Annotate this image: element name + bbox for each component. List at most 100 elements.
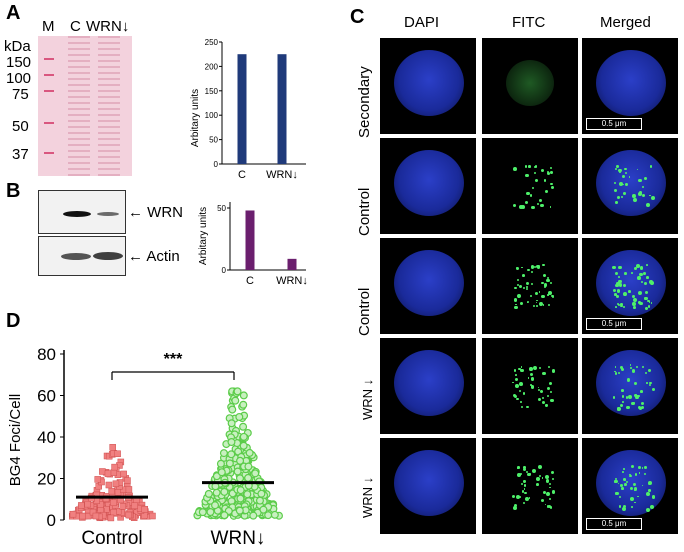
data-point-wrn (239, 400, 248, 409)
foci-dot (518, 205, 523, 209)
foci-dot (617, 195, 621, 199)
foci-dot (526, 288, 529, 291)
foci-dot (648, 369, 652, 373)
foci-dot (530, 385, 535, 389)
column-label-dapi: DAPI (404, 14, 440, 31)
data-point-wrn (211, 501, 220, 510)
foci-dot (644, 307, 648, 311)
foci-dot (521, 482, 524, 485)
foci-dot (628, 395, 632, 399)
foci-dot (644, 290, 648, 295)
foci-dot (614, 372, 618, 376)
foci-dot (632, 369, 636, 373)
foci-dot (551, 294, 554, 298)
foci-dot (515, 384, 519, 388)
foci-dot (547, 276, 550, 280)
chart-d-xlabel-1: WRN↓ (211, 528, 266, 549)
foci-dot (624, 167, 627, 170)
foci-dot (546, 387, 551, 391)
faint-fitc-signal (506, 60, 554, 106)
foci-dot (516, 278, 519, 281)
foci-dot (541, 294, 545, 298)
row-label-control-1: Control (356, 187, 373, 236)
foci-dot (643, 272, 646, 275)
foci-dot (641, 365, 645, 369)
data-point-control (79, 512, 86, 520)
data-point-wrn (236, 494, 245, 503)
protein-ladder (44, 36, 54, 176)
micrograph-r4-c1 (482, 438, 578, 534)
foci-dot (542, 491, 546, 495)
foci-dot (618, 265, 622, 270)
foci-dot (542, 273, 546, 278)
foci-dot (536, 305, 538, 308)
foci-dot (550, 182, 553, 186)
foci-dot (630, 487, 633, 490)
chart-d-ytick: 60 (37, 387, 56, 406)
foci-dot (531, 205, 535, 210)
foci-dot (638, 472, 641, 474)
marker-100: 100 (6, 70, 32, 87)
foci-dot (639, 265, 644, 270)
foci-dot (543, 286, 546, 289)
chart-d-xlabel-0: Control (81, 528, 142, 549)
foci-dot (521, 205, 525, 209)
chart-b-bar-0 (245, 210, 255, 270)
nucleus (596, 350, 666, 416)
foci-dot (516, 283, 520, 286)
foci-dot (622, 401, 624, 404)
foci-dot (644, 371, 648, 375)
foci-dot (526, 301, 529, 304)
data-point-wrn (228, 405, 237, 414)
foci-dot (551, 490, 556, 494)
foci-dot (630, 496, 635, 501)
foci-dot (634, 395, 639, 399)
foci-dot (638, 406, 642, 410)
marker-37: 37 (12, 146, 29, 163)
foci-dot (647, 299, 650, 303)
foci-dot (525, 497, 530, 501)
foci-dot (513, 395, 517, 399)
foci-dot (639, 272, 643, 276)
foci-dot (544, 503, 547, 506)
foci-dot (547, 171, 551, 175)
foci-dot (527, 377, 530, 379)
marker-50: 50 (12, 118, 29, 135)
foci-dot (513, 166, 517, 171)
scale-bar: 0.5 μm (586, 518, 642, 530)
foci-dot (623, 192, 626, 195)
data-point-control (110, 469, 117, 476)
nucleus (596, 50, 666, 116)
data-point-wrn (235, 412, 244, 421)
data-point-control (107, 514, 115, 522)
foci-dot (521, 489, 525, 493)
foci-dot (644, 473, 647, 476)
foci-dot (641, 185, 644, 188)
foci-dot (521, 266, 523, 269)
foci-dot (619, 365, 623, 369)
foci-dot (550, 281, 553, 284)
significance-stars: *** (164, 351, 183, 368)
foci-dot (648, 194, 651, 197)
foci-dot (514, 305, 518, 310)
foci-dot (624, 172, 627, 175)
data-point-control (120, 470, 127, 478)
marker-75: 75 (12, 86, 29, 103)
foci-dot (519, 496, 521, 499)
foci-dot (523, 286, 526, 289)
data-point-wrn (257, 489, 266, 498)
foci-dot (649, 165, 653, 169)
micrograph-r4-c2: 0.5 μm (582, 438, 678, 534)
foci-dot (617, 482, 620, 485)
foci-dot (549, 166, 553, 169)
foci-dot (539, 367, 542, 370)
foci-dot (549, 497, 552, 500)
foci-dot (628, 473, 631, 476)
data-point-wrn (244, 473, 253, 482)
foci-dot (537, 265, 541, 269)
chart-b-bar-1 (287, 258, 297, 270)
foci-dot (543, 283, 547, 287)
foci-dot (516, 473, 521, 477)
foci-dot (633, 486, 638, 491)
foci-dot (549, 390, 552, 393)
